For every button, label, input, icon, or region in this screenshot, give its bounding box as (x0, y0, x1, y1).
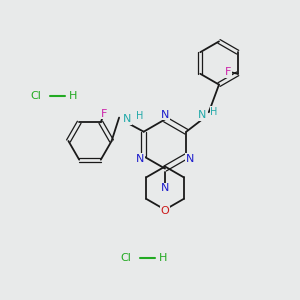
Text: Cl: Cl (121, 253, 131, 263)
Text: N: N (136, 154, 144, 164)
Text: Cl: Cl (31, 91, 41, 101)
Text: H: H (69, 91, 78, 101)
Text: N: N (186, 154, 194, 164)
Text: H: H (136, 111, 143, 121)
Text: H: H (210, 106, 218, 117)
Text: N: N (123, 114, 132, 124)
Text: F: F (225, 67, 231, 77)
Text: H: H (159, 253, 168, 263)
Text: O: O (160, 206, 169, 216)
Text: N: N (161, 183, 169, 193)
Text: N: N (161, 110, 169, 120)
Text: N: N (198, 110, 206, 120)
Text: F: F (101, 109, 108, 119)
